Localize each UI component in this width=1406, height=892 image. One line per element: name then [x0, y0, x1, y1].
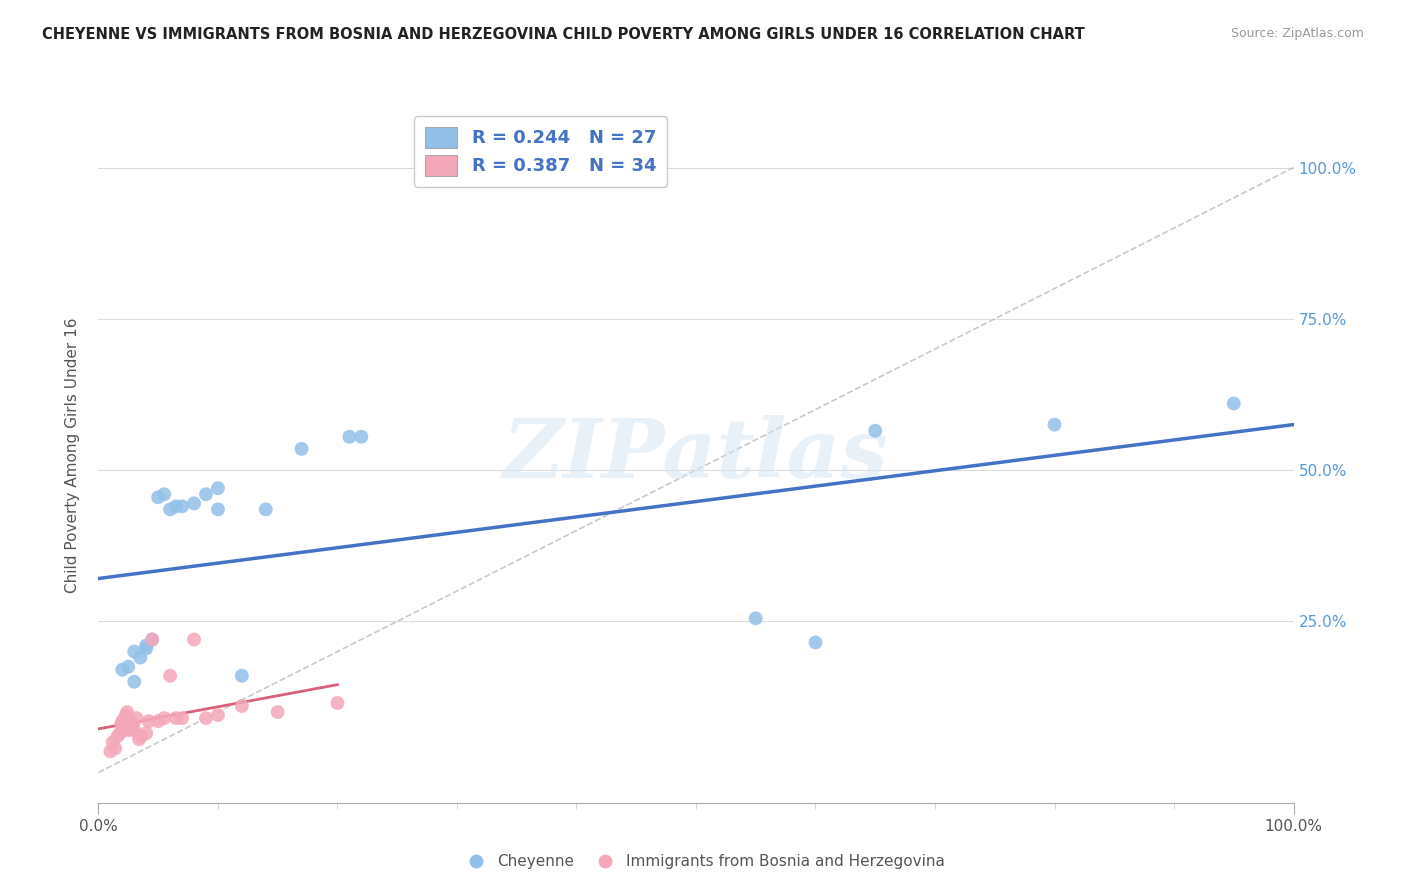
Point [121, 720, 143, 734]
Point [194, 487, 218, 501]
Point [117, 723, 139, 738]
Point [141, 632, 163, 647]
Legend: R = 0.244   N = 27, R = 0.387   N = 34: R = 0.244 N = 27, R = 0.387 N = 34 [413, 116, 668, 186]
Point [111, 714, 134, 728]
Point [207, 708, 229, 723]
Point [231, 698, 253, 713]
Point [172, 711, 194, 725]
Point [267, 705, 290, 719]
Legend: Cheyenne, Immigrants from Bosnia and Herzegovina: Cheyenne, Immigrants from Bosnia and Her… [454, 848, 952, 875]
Point [159, 502, 181, 516]
Point [135, 641, 157, 656]
Y-axis label: Child Poverty Among Girls Under 16: Child Poverty Among Girls Under 16 [65, 318, 80, 592]
Point [183, 496, 205, 510]
Point [339, 430, 360, 444]
Point [118, 717, 141, 731]
Point [98, 744, 122, 758]
Point [350, 430, 373, 444]
Point [863, 424, 887, 438]
Point [124, 723, 146, 738]
Point [148, 490, 170, 504]
Point [107, 729, 129, 743]
Point [125, 711, 148, 725]
Text: ZIPatlas: ZIPatlas [503, 415, 889, 495]
Point [128, 732, 150, 747]
Point [153, 711, 176, 725]
Text: CHEYENNE VS IMMIGRANTS FROM BOSNIA AND HERZEGOVINA CHILD POVERTY AMONG GIRLS UND: CHEYENNE VS IMMIGRANTS FROM BOSNIA AND H… [42, 27, 1085, 42]
Point [254, 502, 277, 516]
Point [138, 714, 160, 728]
Point [114, 711, 136, 725]
Point [1222, 396, 1246, 410]
Point [110, 717, 132, 731]
Point [108, 726, 131, 740]
Point [124, 674, 146, 689]
Point [122, 717, 145, 731]
Point [101, 735, 124, 749]
Point [129, 650, 152, 665]
Point [165, 711, 187, 725]
Point [135, 726, 157, 740]
Text: Source: ZipAtlas.com: Source: ZipAtlas.com [1230, 27, 1364, 40]
Point [165, 500, 187, 514]
Point [194, 711, 218, 725]
Point [124, 644, 146, 658]
Point [117, 659, 139, 673]
Point [183, 632, 205, 647]
Point [172, 500, 194, 514]
Point [207, 502, 229, 516]
Point [745, 611, 768, 625]
Point [159, 669, 181, 683]
Point [153, 487, 176, 501]
Point [120, 714, 142, 728]
Point [115, 708, 138, 723]
Point [111, 663, 134, 677]
Point [291, 442, 314, 456]
Point [804, 635, 827, 649]
Point [141, 632, 163, 647]
Point [104, 741, 127, 756]
Point [148, 714, 170, 728]
Point [112, 723, 135, 738]
Point [135, 639, 157, 653]
Point [326, 696, 349, 710]
Point [207, 481, 229, 495]
Point [115, 705, 138, 719]
Point [131, 729, 153, 743]
Point [1043, 417, 1066, 432]
Point [231, 669, 253, 683]
